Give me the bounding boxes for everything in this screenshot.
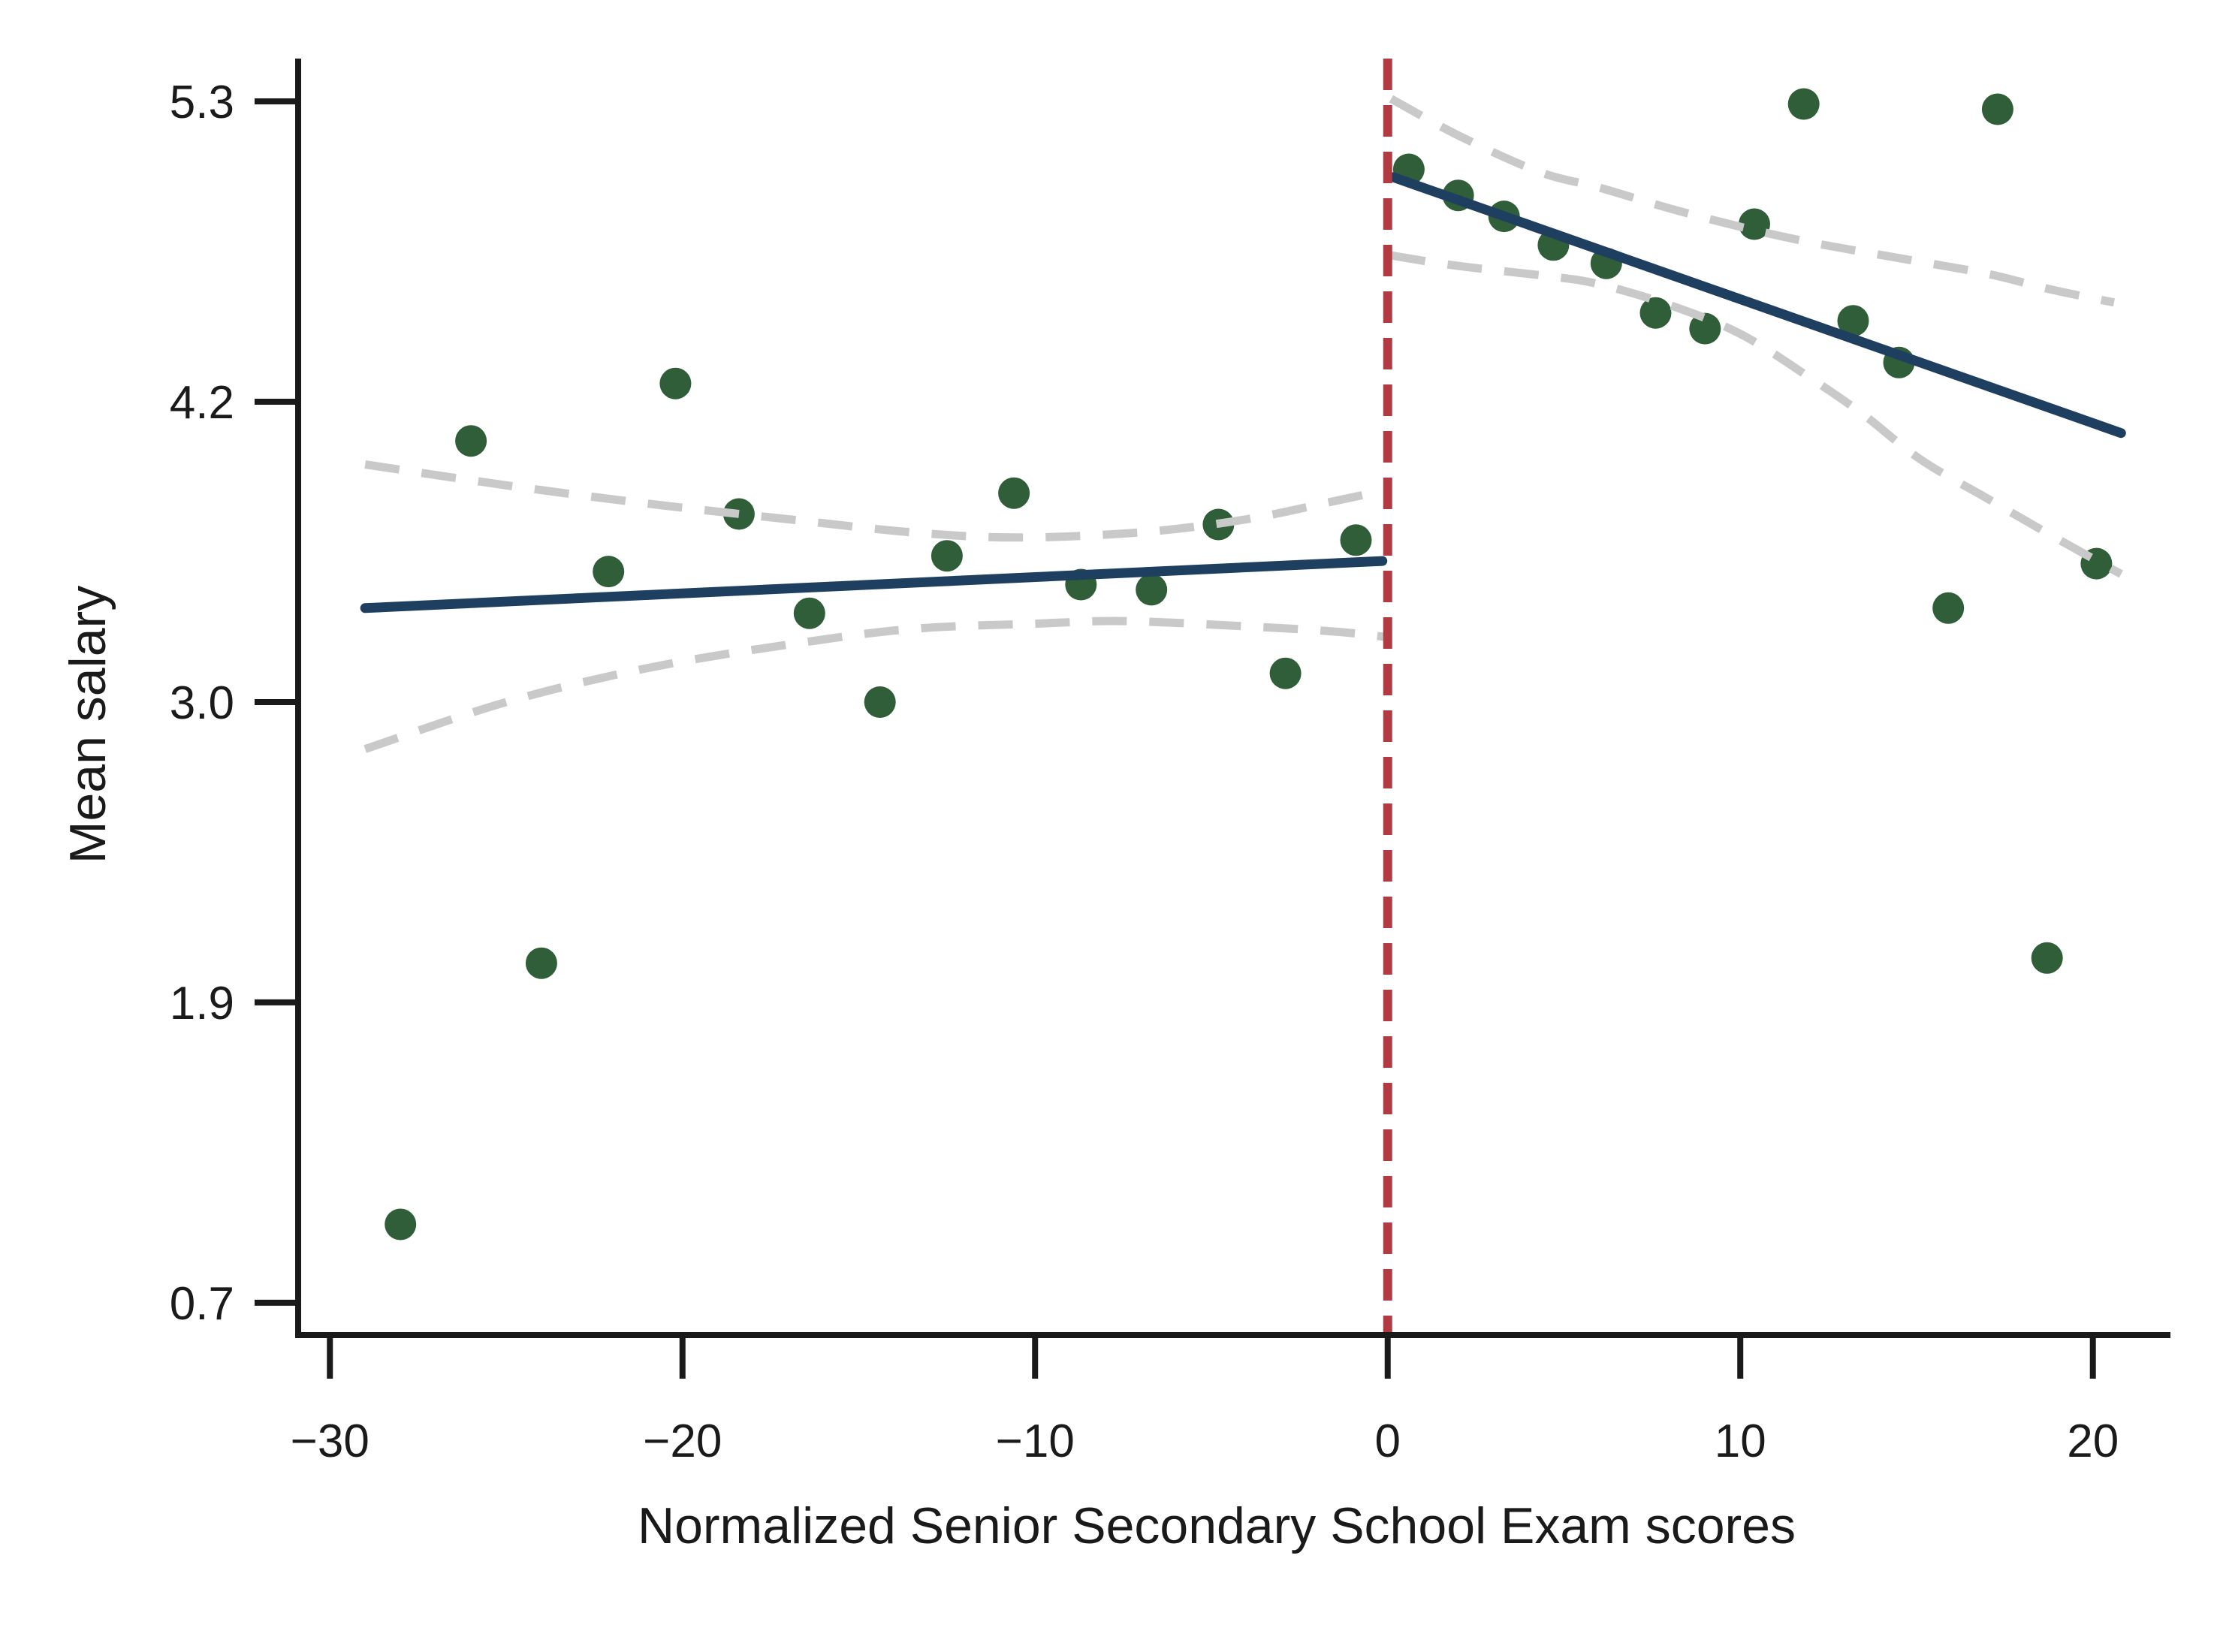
data-point [2031,942,2063,974]
y-tick-label: 3.0 [170,677,234,729]
data-point [1340,524,1372,556]
data-point [1932,592,1965,624]
x-tick-label: 10 [1715,1415,1766,1467]
data-point [525,947,557,979]
data-point [793,597,825,629]
ci-lower-left [363,616,1385,753]
data-point [1689,312,1721,345]
scatter-points [385,88,2113,1241]
data-point [455,425,487,457]
data-point [998,477,1030,509]
x-tick-label: 0 [1374,1415,1400,1467]
x-tick-label: −20 [643,1415,722,1467]
data-point [1837,305,1869,337]
data-point [593,556,625,588]
ci-upper-left [364,460,1386,542]
y-tick-label: 5.3 [170,77,234,128]
data-point [1981,93,2013,125]
x-axis-title: Normalized Senior Secondary School Exam … [638,1497,1796,1554]
data-point [1136,574,1168,606]
linear-fit-right [1388,172,2126,439]
data-point [864,686,896,718]
linear-fit-left [360,556,1388,613]
y-axis-title: Mean salary [59,586,116,864]
tick-labels: 5.3 4.2 3.0 1.9 0.7 −30 −20 −10 0 10 20 [170,77,2119,1467]
x-tick-label: −30 [291,1415,370,1467]
ci-upper-right [1389,95,2116,307]
data-point [1787,88,1820,120]
ci-curves [363,95,2123,753]
axis-spines [295,59,2170,1338]
axes [255,59,2170,1379]
ci-lower-right [1390,251,2123,578]
data-point [1269,657,1302,689]
y-tick-label: 4.2 [170,377,234,429]
data-point [385,1208,417,1241]
data-point [931,540,963,572]
y-tick-label: 1.9 [170,978,234,1029]
fit-lines [360,172,2126,613]
y-tick-label: 0.7 [170,1278,234,1330]
data-point [1739,208,1770,240]
x-tick-label: 20 [2067,1415,2119,1467]
data-point [1639,297,1672,329]
x-tick-label: −10 [996,1415,1075,1467]
data-point [659,367,692,399]
